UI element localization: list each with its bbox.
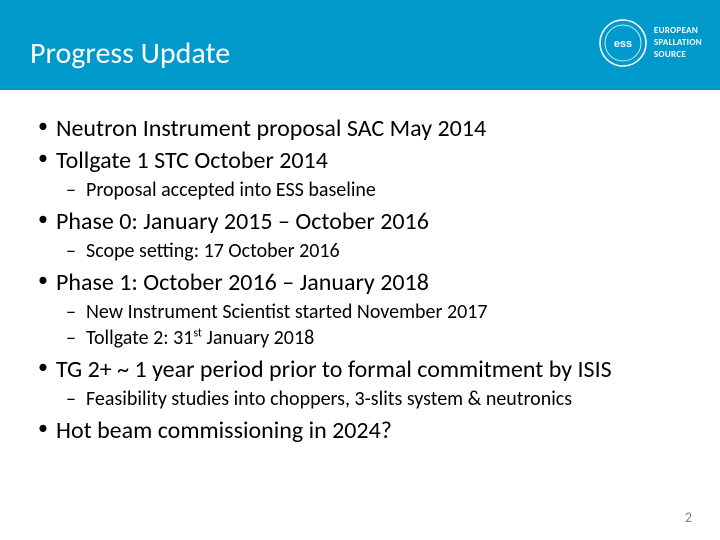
sub-bullet-list: Proposal accepted into ESS baseline (56, 178, 690, 203)
logo-line-1: EUROPEAN (654, 25, 702, 37)
bullet-text: TG 2+ ~ 1 year period prior to formal co… (56, 355, 612, 384)
slide-title: Progress Update (30, 35, 230, 90)
sub-bullet-item: Scope setting: 17 October 2016 (56, 239, 690, 264)
sub-bullet-list: Feasibility studies into choppers, 3-sli… (56, 387, 690, 412)
bullet-item: Hot beam commissioning in 2024? (30, 416, 690, 446)
sub-bullet-item: New Instrument Scientist started Novembe… (56, 300, 690, 325)
bullet-item: Phase 0: January 2015 – October 2016 Scop… (30, 207, 690, 264)
bullet-text: Neutron Instrument proposal SAC May 2014 (56, 114, 486, 143)
sub-bullet-list: New Instrument Scientist started Novembe… (56, 300, 690, 351)
bullet-item: TG 2+ ~ 1 year period prior to formal co… (30, 355, 690, 412)
bullet-text: Tollgate 1 STC October 2014 (56, 146, 328, 175)
ess-logo-icon: ess (598, 18, 648, 68)
sub-bullet-item: Tollgate 2: 31st January 2018 (56, 326, 690, 351)
sub-bullet-item: Feasibility studies into choppers, 3-sli… (56, 387, 690, 412)
sub-bullet-item: Proposal accepted into ESS baseline (56, 178, 690, 203)
bullet-item: Phase 1: October 2016 – January 2018 New … (30, 268, 690, 351)
bullet-list: Neutron Instrument proposal SAC May 2014… (30, 114, 690, 446)
sub-bullet-list: Scope setting: 17 October 2016 (56, 239, 690, 264)
bullet-text: Hot beam commissioning in 2024? (56, 416, 392, 445)
logo-line-2: SPALLATION (654, 37, 702, 49)
svg-text:ess: ess (614, 38, 632, 50)
logo-area: ess EUROPEAN SPALLATION SOURCE (598, 18, 702, 68)
logo-text: EUROPEAN SPALLATION SOURCE (654, 25, 702, 60)
page-number: 2 (685, 509, 692, 526)
bullet-item: Neutron Instrument proposal SAC May 2014 (30, 114, 690, 144)
bullet-text: Phase 0: January 2015 – October 2016 (56, 207, 429, 236)
bullet-item: Tollgate 1 STC October 2014 Proposal acce… (30, 146, 690, 203)
slide-header: Progress Update ess EUROPEAN SPALLATION … (0, 0, 720, 90)
bullet-text: Phase 1: October 2016 – January 2018 (56, 268, 429, 297)
logo-line-3: SOURCE (654, 49, 702, 61)
slide-body: Neutron Instrument proposal SAC May 2014… (0, 90, 720, 446)
